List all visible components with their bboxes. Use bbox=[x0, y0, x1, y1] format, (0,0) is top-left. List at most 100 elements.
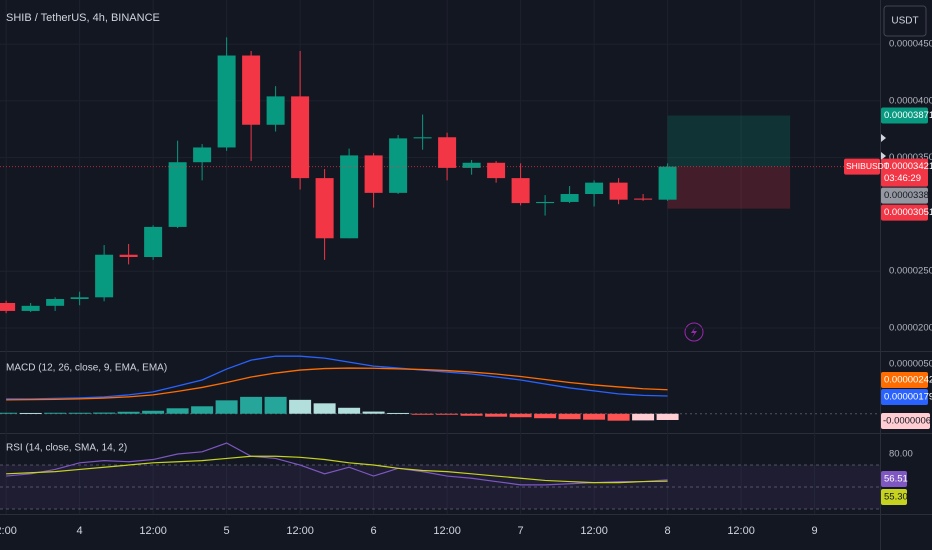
x-tick-label: 9 bbox=[812, 525, 818, 537]
histogram-bar bbox=[411, 413, 434, 415]
price-tag-label: 0.00003421 bbox=[884, 161, 932, 172]
pane-title: RSI (14, close, SMA, 14, 2) bbox=[6, 443, 127, 454]
x-tick-label: 12:00 bbox=[286, 525, 314, 537]
y-tick-label: 0.00002000 bbox=[889, 322, 932, 333]
candle-body bbox=[340, 155, 359, 239]
price-tag bbox=[881, 107, 928, 124]
candle-body bbox=[168, 162, 187, 227]
value-tag bbox=[881, 413, 930, 429]
value-tag bbox=[881, 372, 928, 388]
candle-body bbox=[658, 166, 677, 200]
histogram-bar bbox=[93, 412, 116, 414]
x-tick-label: 6 bbox=[371, 525, 377, 537]
x-tick-label: 8 bbox=[665, 525, 671, 537]
candle-body bbox=[413, 137, 432, 139]
histogram-bar bbox=[460, 413, 483, 416]
currency-button[interactable] bbox=[883, 5, 927, 37]
value-tag bbox=[881, 471, 907, 487]
x-tick-label: 12:00 bbox=[139, 525, 167, 537]
candle-body bbox=[389, 138, 408, 193]
histogram-bar bbox=[558, 413, 581, 420]
histogram-bar bbox=[68, 412, 91, 414]
price-tag bbox=[881, 204, 928, 221]
candle-body bbox=[46, 299, 65, 306]
candle-body bbox=[438, 137, 457, 168]
candle-body bbox=[119, 254, 138, 258]
histogram-bar bbox=[656, 413, 679, 420]
histogram-bar bbox=[436, 413, 459, 415]
candle-body bbox=[291, 96, 310, 179]
price-tag-label: 0.00003385 bbox=[884, 190, 932, 201]
histogram-bar bbox=[583, 413, 606, 420]
rsi-line bbox=[6, 455, 668, 484]
histogram-bar bbox=[215, 400, 238, 414]
candle-body bbox=[315, 178, 334, 239]
histogram-bar bbox=[313, 403, 336, 414]
candle-body bbox=[242, 55, 261, 125]
pane-title: MACD (12, 26, close, 9, EMA, EMA) bbox=[6, 363, 167, 374]
candle-body bbox=[560, 194, 579, 202]
x-tick-label: 12:00 bbox=[433, 525, 461, 537]
candle-body bbox=[0, 302, 16, 311]
candle-body bbox=[70, 297, 89, 300]
histogram-bar bbox=[166, 408, 189, 414]
target-zone bbox=[667, 115, 791, 167]
histogram-bar bbox=[0, 412, 18, 414]
price-tag bbox=[881, 187, 928, 204]
candle-body bbox=[487, 162, 506, 179]
candle-body bbox=[144, 226, 163, 258]
candle-body bbox=[609, 182, 628, 200]
histogram-bar bbox=[44, 412, 67, 414]
candle-body bbox=[21, 305, 40, 311]
rsi-line bbox=[6, 442, 668, 486]
candle-body bbox=[634, 198, 653, 200]
histogram-bar bbox=[264, 396, 287, 414]
x-tick-label: 5 bbox=[224, 525, 230, 537]
value-tag-label: 56.51 bbox=[884, 474, 908, 485]
price-tag-label: 03:46:29 bbox=[884, 173, 921, 184]
histogram-bar bbox=[240, 396, 263, 414]
value-tag-label: 55.30 bbox=[884, 492, 908, 503]
price-tag-label: 0.00003871 bbox=[884, 110, 932, 121]
candle-body bbox=[217, 55, 236, 148]
histogram-bar bbox=[191, 406, 214, 414]
histogram-bar bbox=[632, 413, 655, 421]
value-tag-label: -0.00000063 bbox=[883, 416, 932, 427]
histogram-bar bbox=[485, 413, 508, 417]
histogram-bar bbox=[142, 410, 165, 414]
candle-body bbox=[462, 162, 481, 168]
histogram-bar bbox=[289, 399, 312, 414]
macd-line bbox=[6, 355, 668, 400]
x-tick-label: 4 bbox=[77, 525, 83, 537]
candle-body bbox=[193, 147, 212, 163]
value-tag bbox=[881, 389, 928, 405]
y-tick-label: 80.00 bbox=[889, 449, 913, 460]
value-tag bbox=[881, 489, 907, 505]
chart-title: SHIB / TetherUS, 4h, BINANCE bbox=[6, 12, 160, 24]
value-tag-label: 0.00000242 bbox=[884, 375, 932, 386]
candle-body bbox=[511, 178, 530, 204]
candle-body bbox=[95, 254, 114, 298]
candle-body bbox=[266, 96, 285, 125]
stop-zone bbox=[667, 166, 791, 209]
histogram-bar bbox=[362, 411, 385, 414]
macd-line bbox=[6, 367, 668, 401]
histogram-bar bbox=[534, 413, 557, 419]
histogram-bar bbox=[19, 412, 42, 414]
alert-icon[interactable] bbox=[684, 322, 704, 342]
symbol-tag bbox=[844, 158, 880, 175]
histogram-bar bbox=[117, 411, 140, 414]
symbol-tag-label: SHIBUSDT bbox=[846, 161, 889, 171]
x-tick-label: 12:00 bbox=[727, 525, 755, 537]
candle-body bbox=[536, 201, 555, 204]
x-tick-label: 2:00 bbox=[0, 525, 17, 537]
price-tag-label: 0.00003051 bbox=[884, 207, 932, 218]
x-tick-label: 7 bbox=[518, 525, 524, 537]
